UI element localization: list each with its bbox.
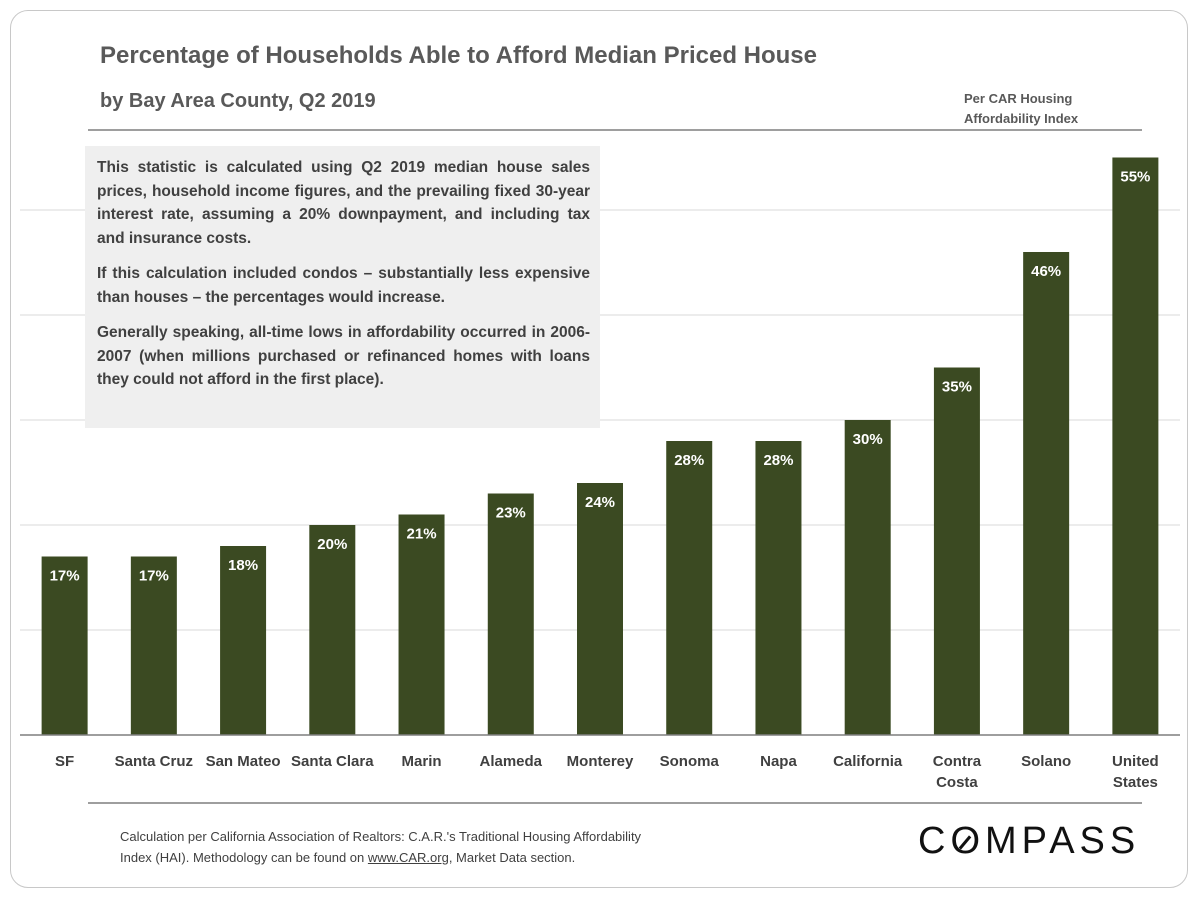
category-label: San Mateo [206, 753, 281, 770]
source-line-2: Affordability Index [964, 111, 1079, 126]
compass-logo: COMPASS [918, 820, 1141, 862]
footer-line-1: Calculation per California Association o… [120, 829, 642, 844]
category-label: Santa Cruz [115, 753, 193, 770]
data-label: 28% [674, 452, 704, 469]
data-label: 35% [942, 379, 972, 396]
bar-napa [755, 441, 802, 735]
category-label: Solano [1021, 753, 1071, 770]
data-label: 28% [763, 452, 793, 469]
data-label: 20% [317, 536, 347, 553]
bar-contra-costa [933, 367, 980, 735]
category-label: SF [55, 753, 74, 770]
note-paragraph: Generally speaking, all-time lows in aff… [97, 324, 590, 388]
category-label: Napa [760, 753, 797, 770]
data-label: 23% [496, 505, 526, 522]
category-label: California [833, 753, 903, 770]
category-label: Alameda [480, 753, 543, 770]
note-paragraph: This statistic is calculated using Q2 20… [97, 159, 590, 247]
category-label: Santa Clara [291, 753, 374, 770]
category-label: Sonoma [660, 753, 720, 770]
category-label: Costa [936, 774, 978, 791]
bar-alameda [487, 493, 534, 735]
chart-subtitle: by Bay Area County, Q2 2019 [100, 90, 376, 112]
data-label: 55% [1120, 169, 1150, 186]
source-note: Per CAR Housing Affordability Index [964, 89, 1078, 129]
data-label: 21% [407, 526, 437, 543]
category-label: United [1112, 753, 1159, 770]
category-label: Contra [933, 753, 982, 770]
footer-text: , Market Data section. [448, 850, 576, 865]
data-label: 17% [139, 568, 169, 585]
source-line-1: Per CAR Housing [964, 91, 1073, 106]
bar-marin [398, 514, 445, 735]
category-label: States [1113, 774, 1158, 791]
data-label: 17% [50, 568, 80, 585]
bar-santa-clara [309, 525, 356, 735]
data-label: 46% [1031, 263, 1061, 280]
explanation-box: This statistic is calculated using Q2 20… [85, 146, 600, 428]
bar-sf [41, 556, 88, 735]
data-label: 24% [585, 494, 615, 511]
bar-california [844, 420, 891, 735]
data-label: 18% [228, 557, 258, 574]
note-paragraph: If this calculation included condos – su… [97, 265, 590, 306]
category-label: Monterey [567, 753, 634, 770]
bar-united-states [1112, 157, 1159, 735]
chart-title: Percentage of Households Able to Afford … [100, 42, 817, 69]
bar-monterey [577, 483, 623, 735]
bar-sonoma [666, 441, 713, 735]
category-label: Marin [402, 753, 442, 770]
bar-solano [1023, 252, 1070, 735]
car-link[interactable]: www.CAR.org [367, 850, 449, 865]
footer-text: Index (HAI). Methodology can be found on [120, 850, 368, 865]
chart-card [10, 10, 1188, 888]
footer-note: Calculation per California Association o… [120, 826, 641, 868]
bar-santa-cruz [130, 556, 177, 735]
data-label: 30% [853, 431, 883, 448]
bar-san-mateo [220, 546, 267, 735]
